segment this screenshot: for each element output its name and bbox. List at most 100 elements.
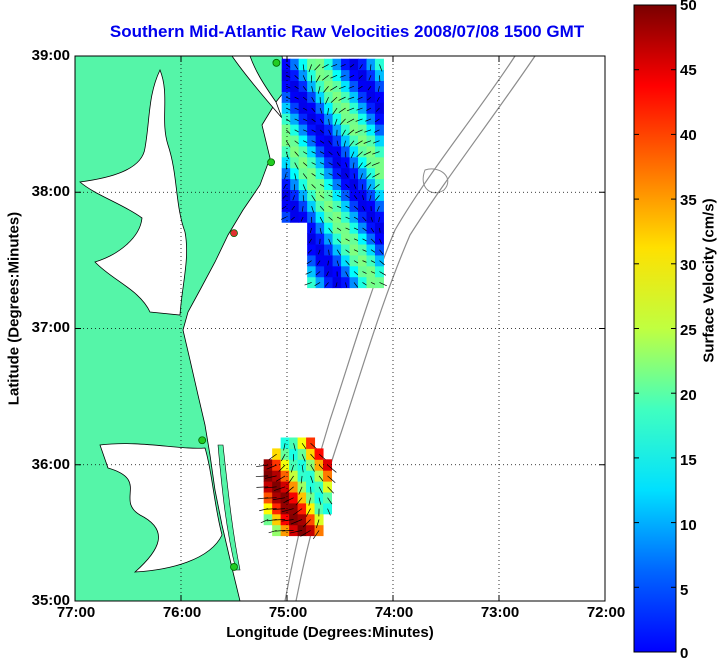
- x-tick-label: 75:00: [253, 604, 323, 621]
- velocity-cell: [350, 124, 359, 135]
- velocity-cell: [299, 190, 308, 201]
- velocity-cell: [316, 135, 325, 146]
- velocity-cell: [358, 244, 367, 255]
- velocity-cell: [358, 102, 367, 113]
- velocity-cell: [290, 70, 299, 81]
- velocity-cell: [324, 91, 333, 102]
- velocity-cell: [307, 135, 316, 146]
- velocity-cell: [375, 113, 384, 124]
- velocity-cell: [350, 81, 359, 92]
- velocity-cell: [324, 59, 333, 70]
- velocity-cell: [375, 179, 384, 190]
- velocity-cell: [282, 102, 291, 113]
- velocity-cell: [298, 514, 307, 525]
- velocity-cell: [316, 190, 325, 201]
- velocity-cell: [375, 146, 384, 157]
- velocity-cell: [341, 102, 350, 113]
- velocity-cell: [298, 448, 307, 459]
- velocity-cell: [298, 481, 307, 492]
- velocity-cell: [341, 244, 350, 255]
- x-tick-label: 73:00: [465, 604, 535, 621]
- y-tick-label: 36:00: [20, 456, 70, 473]
- velocity-cell: [290, 81, 299, 92]
- velocity-cell: [350, 157, 359, 168]
- velocity-cell: [367, 135, 376, 146]
- colorbar-tick-label: 45: [680, 62, 720, 79]
- velocity-cell: [281, 448, 290, 459]
- colorbar-tick-label: 40: [680, 127, 720, 144]
- velocity-cell: [306, 503, 315, 514]
- velocity-cell: [282, 135, 291, 146]
- colorbar-tick-label: 0: [680, 645, 720, 662]
- y-tick-label: 37:00: [20, 319, 70, 336]
- velocity-cell: [290, 190, 299, 201]
- y-tick-label: 39:00: [20, 47, 70, 64]
- velocity-cell: [323, 503, 332, 514]
- velocity-cell: [307, 102, 316, 113]
- velocity-cell: [350, 146, 359, 157]
- velocity-cell: [282, 190, 291, 201]
- velocity-cell: [367, 102, 376, 113]
- x-tick-label: 72:00: [571, 604, 641, 621]
- velocity-cell: [290, 113, 299, 124]
- radar-station-marker: [199, 437, 206, 444]
- velocity-cell: [375, 124, 384, 135]
- velocity-cell: [299, 211, 308, 222]
- velocity-cell: [307, 244, 316, 255]
- x-axis-title: Longitude (Degrees:Minutes): [120, 624, 540, 641]
- colorbar-tick-label: 35: [680, 192, 720, 209]
- velocity-cell: [324, 244, 333, 255]
- y-tick-label: 38:00: [20, 183, 70, 200]
- velocity-cell: [316, 102, 325, 113]
- velocity-cell: [290, 157, 299, 168]
- x-tick-label: 76:00: [147, 604, 217, 621]
- velocity-cell: [375, 200, 384, 211]
- velocity-cell: [367, 190, 376, 201]
- velocity-cell: [350, 91, 359, 102]
- velocity-cell: [367, 244, 376, 255]
- velocity-cell: [375, 102, 384, 113]
- velocity-cell: [350, 70, 359, 81]
- velocity-cell: [341, 135, 350, 146]
- radar-station-marker: [231, 230, 238, 237]
- velocity-cell: [290, 124, 299, 135]
- colorbar-tick-label: 20: [680, 387, 720, 404]
- velocity-cell: [324, 70, 333, 81]
- radar-station-marker: [231, 563, 238, 570]
- colorbar-tick-label: 25: [680, 322, 720, 339]
- velocity-cell: [375, 91, 384, 102]
- velocity-cell: [324, 255, 333, 266]
- velocity-cell: [316, 244, 325, 255]
- velocity-cell: [298, 503, 307, 514]
- velocity-cell: [333, 244, 342, 255]
- velocity-cell: [272, 525, 281, 536]
- velocity-cell: [341, 190, 350, 201]
- velocity-cell: [358, 135, 367, 146]
- x-tick-label: 74:00: [359, 604, 429, 621]
- colorbar: [634, 5, 676, 652]
- radar-station-marker: [273, 59, 280, 66]
- colorbar-tick-label: 30: [680, 257, 720, 274]
- velocity-cell: [358, 190, 367, 201]
- velocity-cell: [290, 102, 299, 113]
- x-tick-label: 77:00: [41, 604, 111, 621]
- velocity-cell: [272, 448, 281, 459]
- velocity-cell: [375, 135, 384, 146]
- velocity-cell: [290, 168, 299, 179]
- velocity-cell: [298, 525, 307, 536]
- velocity-cell: [272, 470, 281, 481]
- velocity-cell: [290, 91, 299, 102]
- colorbar-tick-label: 5: [680, 582, 720, 599]
- velocity-cell: [315, 448, 324, 459]
- velocity-cell: [333, 135, 342, 146]
- radar-station-marker: [268, 159, 275, 166]
- colorbar-tick-label: 50: [680, 0, 720, 14]
- velocity-cell: [290, 59, 299, 70]
- velocity-cell: [299, 200, 308, 211]
- velocity-cell: [290, 135, 299, 146]
- velocity-cell: [350, 59, 359, 70]
- velocity-cell: [375, 168, 384, 179]
- velocity-cell: [350, 113, 359, 124]
